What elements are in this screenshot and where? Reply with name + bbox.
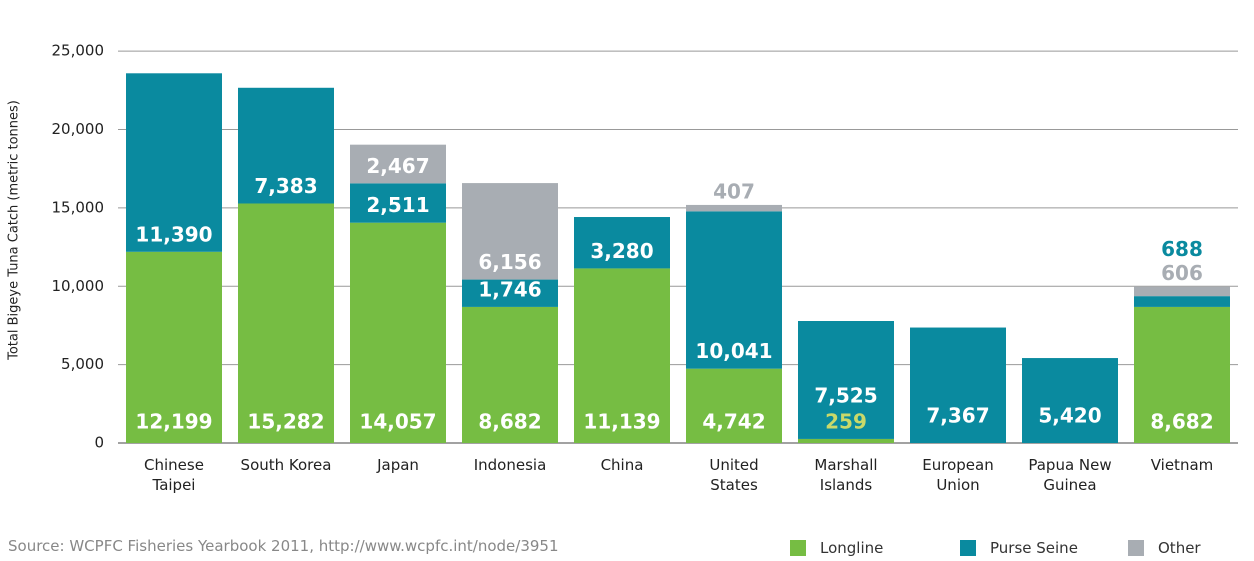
data-label: 7,367 [926,404,989,428]
legend-swatch [960,540,976,556]
bar-segment [462,279,558,307]
bar-segment [350,183,446,223]
bar-segment [686,368,782,443]
data-label: 6,156 [478,250,541,274]
legend-item: Longline [790,539,883,557]
data-label: 11,390 [135,222,212,246]
legend-item: Other [1128,539,1201,557]
data-label: 4,742 [702,410,765,434]
x-tick-label: European Union [922,456,994,494]
data-label: 688 [1161,237,1203,261]
data-label: 8,682 [478,410,541,434]
data-label: 14,057 [359,410,436,434]
bar-segment [910,327,1006,443]
data-label: 606 [1161,261,1203,285]
x-tick-label: Japan [377,456,419,474]
bar-segment [462,183,558,280]
y-tick-label: 10,000 [52,277,105,295]
x-tick-label: Indonesia [473,456,547,474]
bar-segment [798,438,894,443]
bar-segment [686,211,782,369]
bar-segment [350,144,446,184]
x-tick-label: Papua New Guinea [1028,456,1112,494]
bar-segment [686,204,782,212]
bar-segment [574,268,670,443]
data-label: 5,420 [1038,404,1101,428]
bar-segment [1134,286,1230,297]
y-tick-label: 20,000 [52,120,105,138]
data-label: 11,139 [583,410,660,434]
bar-segment [798,321,894,439]
bar-segment [238,87,334,204]
data-label: 2,467 [366,154,429,178]
x-tick-label: United States [709,456,759,494]
bar-segment [126,251,222,443]
bar-segment [1022,358,1118,443]
y-tick-label: 15,000 [52,198,105,216]
source: Source: WCPFC Fisheries Yearbook 2011, h… [8,537,559,555]
bar-segment [462,306,558,443]
x-tick-label: China [600,456,644,474]
x-tick-label: Marshall Islands [814,456,878,494]
bar-segment [350,222,446,443]
y-tick-label: 25,000 [52,42,105,60]
legend-swatch [790,540,806,556]
data-label: 259 [825,410,867,434]
data-label: 10,041 [695,339,772,363]
legend-label: Longline [820,539,884,557]
data-label: 3,280 [590,239,653,263]
bar-segment [1134,296,1230,307]
bar-segment [574,217,670,269]
y-tick-label: 0 [94,434,104,452]
y-tick-label: 5,000 [61,355,104,373]
bar-segment [126,73,222,252]
legend-label: Other [1158,539,1201,557]
legend-item: Purse Seine [960,539,1078,557]
data-label: 407 [713,179,755,203]
bar-segment [238,203,334,443]
y-axis-label: Total Bigeye Tuna Catch (metric tonnes) [7,100,22,361]
legend-label: Purse Seine [990,539,1078,557]
x-tick-label: Vietnam [1150,456,1214,474]
bar-segment [1134,306,1230,443]
legend-swatch [1128,540,1144,556]
data-label: 12,199 [135,410,212,434]
data-label: 15,282 [247,410,324,434]
data-label: 1,746 [478,277,541,301]
data-label: 7,383 [254,174,317,198]
data-label: 7,525 [814,384,877,408]
x-tick-label: Chinese Taipei [144,456,204,494]
data-label: 8,682 [1150,410,1213,434]
x-tick-label: South Korea [240,456,332,474]
data-label: 2,511 [366,193,429,217]
